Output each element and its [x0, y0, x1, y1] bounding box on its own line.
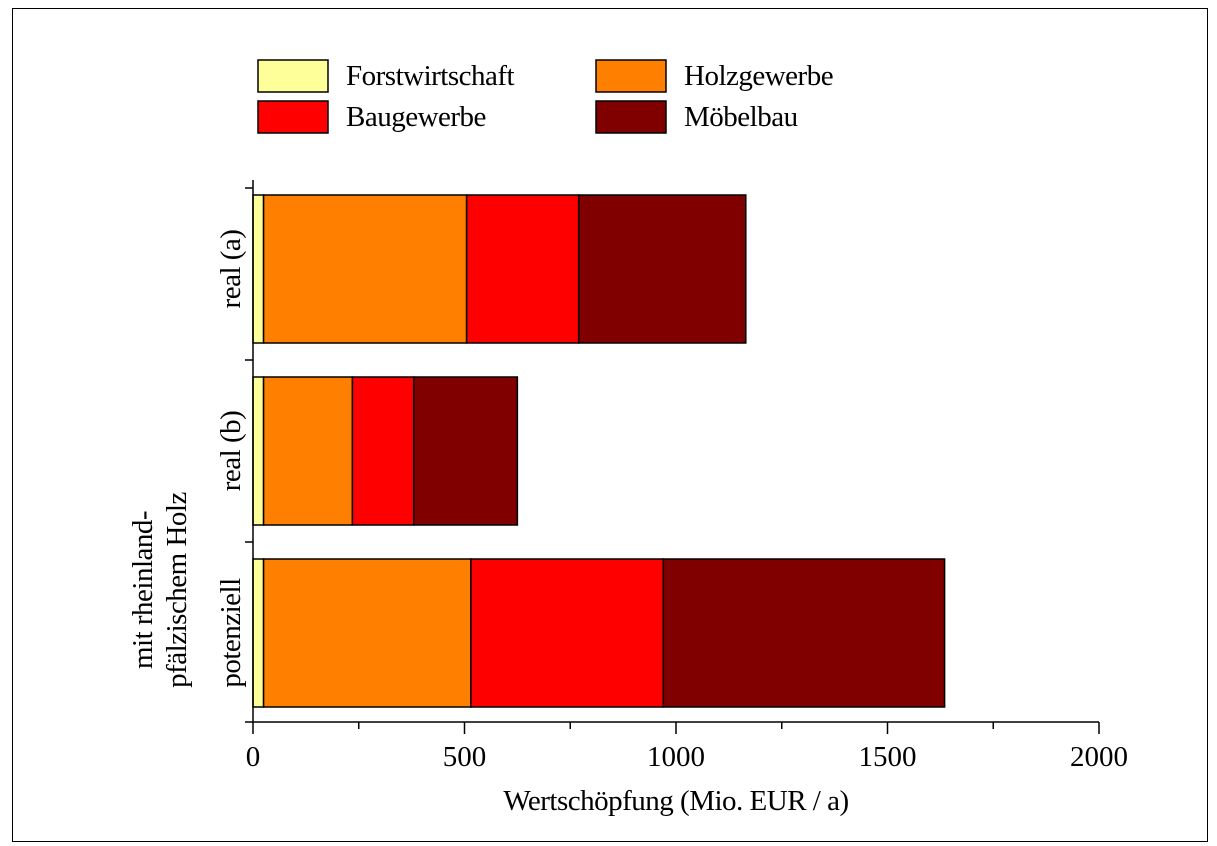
bar-segment-forstwirtschaft-3	[252, 558, 265, 708]
legend-label-holzgewerbe: Holzgewerbe	[684, 60, 833, 92]
x-tick-label: 2000	[1070, 741, 1128, 773]
bar-segment-forstwirtschaft-2	[252, 376, 265, 526]
x-tick-label: 500	[443, 741, 487, 773]
category-label: potenziell	[215, 578, 247, 688]
bar-segment-holzgewerbe-1	[262, 194, 468, 344]
legend-swatch-holzgewerbe	[595, 59, 667, 93]
legend-swatch-forstwirtschaft	[257, 59, 329, 93]
legend-label-möbelbau: Möbelbau	[684, 101, 798, 133]
x-tick-label: 1500	[859, 741, 917, 773]
bar-segment-holzgewerbe-3	[262, 558, 472, 708]
legend-label-forstwirtschaft: Forstwirtschaft	[346, 60, 515, 92]
legend-swatch-möbelbau	[595, 100, 667, 134]
bar-segment-möbelbau-1	[577, 194, 747, 344]
y-axis-label-line-2: pfälzischem Holz	[161, 492, 193, 688]
bar-segment-baugewerbe-3	[470, 558, 665, 708]
bar-segment-möbelbau-3	[662, 558, 946, 708]
x-tick-label: 1000	[647, 741, 705, 773]
x-tick-label: 0	[246, 741, 261, 773]
bars: real (a) real (b) potenziell	[215, 194, 946, 708]
category-label: real (a)	[215, 230, 247, 309]
bar-segment-baugewerbe-2	[351, 376, 415, 526]
y-axis-label-line-1: mit rheinland-	[127, 511, 159, 669]
legend-swatch-baugewerbe	[257, 100, 329, 134]
bar-segment-forstwirtschaft-1	[252, 194, 265, 344]
legend-label-baugewerbe: Baugewerbe	[346, 101, 486, 133]
x-axis-label: Wertschöpfung (Mio. EUR / a)	[503, 785, 848, 817]
category-label: real (b)	[215, 411, 247, 492]
bar-segment-holzgewerbe-2	[262, 376, 354, 526]
bar-segment-möbelbau-2	[412, 376, 519, 526]
axes: 0 500 1000 1500 2000	[245, 180, 1128, 773]
bar-segment-baugewerbe-1	[465, 194, 580, 344]
legend: Forstwirtschaft Holzgewerbe Baugewerbe Möbe…	[257, 59, 834, 134]
